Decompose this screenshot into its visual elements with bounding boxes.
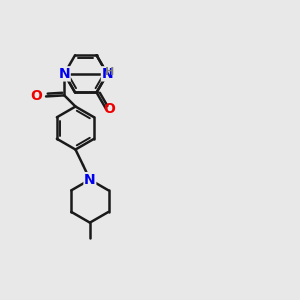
Text: H: H (105, 68, 114, 77)
Text: N: N (58, 67, 70, 81)
Text: O: O (103, 102, 115, 116)
Text: O: O (30, 89, 42, 103)
Text: N: N (101, 67, 113, 81)
Text: N: N (84, 172, 96, 187)
